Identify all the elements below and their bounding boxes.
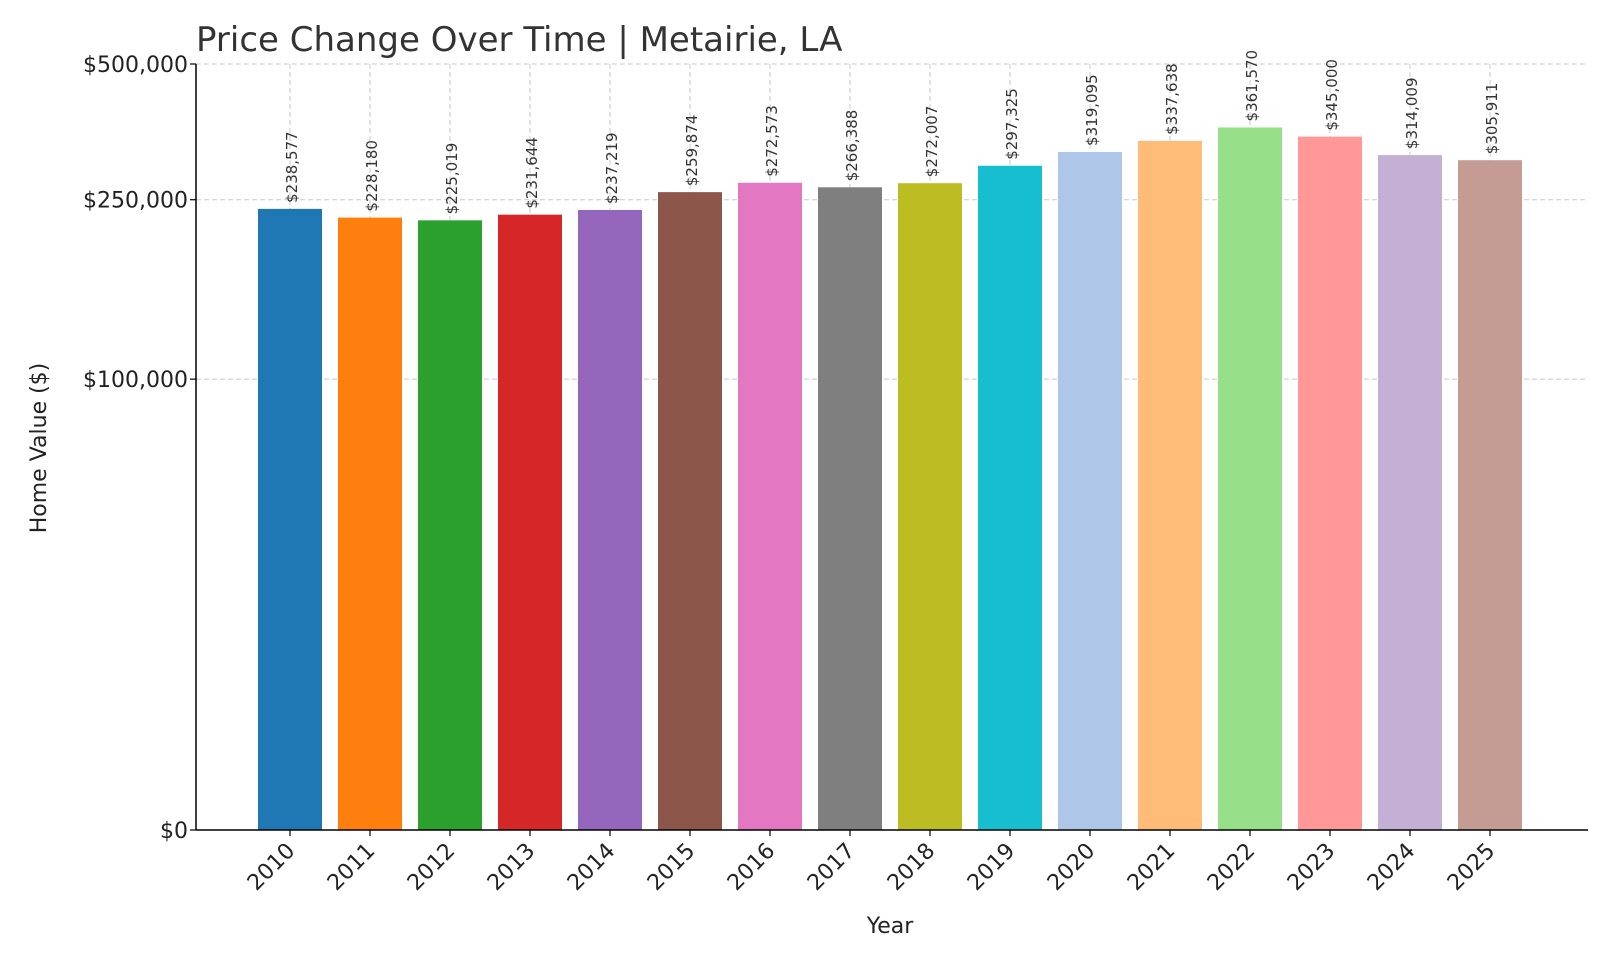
data-label-2022: $361,570: [1243, 50, 1261, 122]
x-tick-label: 2025: [1443, 839, 1500, 896]
data-label-2010: $238,577: [283, 131, 301, 203]
bar-2025: [1458, 160, 1522, 830]
y-axis-label: Home Value ($): [27, 363, 52, 534]
x-tick-label: 2023: [1283, 839, 1340, 896]
bars: [258, 127, 1522, 831]
bar-2011: [338, 217, 402, 830]
x-tick-label: 2013: [483, 839, 540, 896]
bar-2015: [658, 192, 722, 830]
x-tick-label: 2022: [1203, 839, 1260, 896]
data-label-2023: $345,000: [1323, 59, 1341, 131]
data-label-2012: $225,019: [443, 143, 461, 215]
bar-2023: [1298, 136, 1362, 830]
bar-2018: [898, 183, 962, 830]
y-tick-label: $250,000: [83, 189, 188, 214]
data-label-2020: $319,095: [1083, 74, 1101, 146]
x-axis-ticks: 2010 2011 2012 2013 2014 2015 2016 2017 2018 2019…: [243, 830, 1500, 896]
data-label-2015: $259,874: [683, 115, 701, 187]
data-labels: $238,577 $228,180 $225,019 $231,644 $237,219…: [283, 50, 1501, 214]
data-label-2013: $231,644: [523, 137, 541, 209]
x-tick-label: 2010: [243, 839, 300, 896]
x-axis-label: Year: [866, 914, 915, 939]
x-tick-label: 2020: [1043, 839, 1100, 896]
data-label-2019: $297,325: [1003, 88, 1021, 160]
bar-2010: [258, 208, 322, 831]
x-tick-label: 2017: [803, 839, 860, 896]
x-tick-label: 2011: [323, 839, 380, 896]
data-label-2018: $272,007: [923, 106, 941, 178]
bar-2012: [418, 220, 482, 831]
y-tick-label: $500,000: [83, 53, 188, 78]
data-label-2011: $228,180: [363, 140, 381, 212]
data-label-2021: $337,638: [1163, 63, 1181, 135]
y-axis-ticks: $0 $100,000 $250,000 $500,000: [83, 53, 196, 844]
bar-2017: [818, 187, 882, 830]
data-label-2014: $237,219: [603, 132, 621, 204]
bar-2019: [978, 165, 1042, 831]
chart-title: Price Change Over Time | Metairie, LA: [196, 20, 842, 60]
x-tick-label: 2018: [883, 839, 940, 896]
x-tick-label: 2012: [403, 839, 460, 896]
y-tick-label: $100,000: [83, 368, 188, 393]
bar-2013: [498, 214, 562, 831]
x-tick-label: 2021: [1123, 839, 1180, 896]
x-tick-label: 2019: [963, 839, 1020, 896]
data-label-2024: $314,009: [1403, 78, 1421, 150]
data-label-2016: $272,573: [763, 105, 781, 177]
bar-2020: [1058, 151, 1122, 830]
bar-2016: [738, 182, 802, 830]
bar-2024: [1378, 155, 1442, 830]
bar-2014: [578, 209, 642, 831]
bar-2022: [1218, 127, 1282, 830]
data-label-2025: $305,911: [1483, 83, 1501, 155]
y-tick-label: $0: [160, 819, 188, 844]
x-tick-label: 2015: [643, 839, 700, 896]
x-tick-label: 2024: [1363, 839, 1420, 896]
x-tick-label: 2014: [563, 839, 620, 896]
x-tick-label: 2016: [723, 839, 780, 896]
bar-2021: [1138, 140, 1202, 830]
data-label-2017: $266,388: [843, 110, 861, 182]
